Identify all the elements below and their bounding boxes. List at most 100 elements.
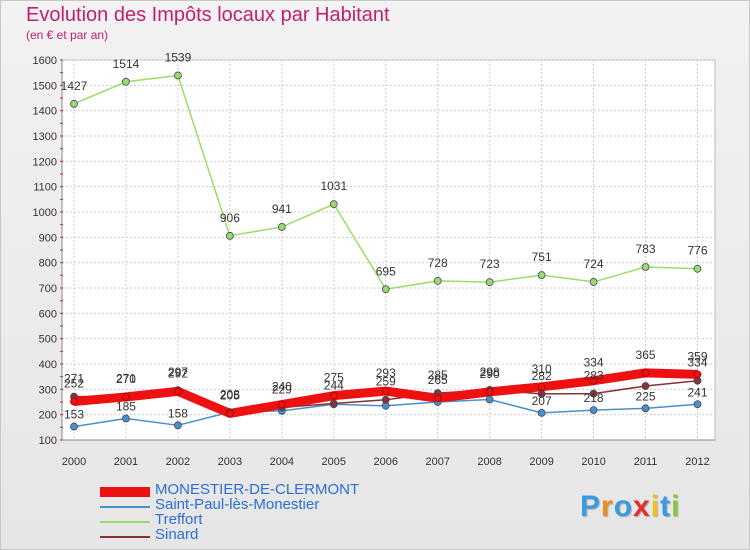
data-label: 1427: [61, 79, 88, 93]
y-tick-label: 1000: [33, 207, 57, 219]
data-label: 751: [532, 250, 552, 264]
y-tick-label: 300: [39, 384, 57, 396]
data-point: [70, 99, 78, 108]
data-label: 906: [220, 211, 240, 225]
y-tick-label: 200: [39, 410, 57, 422]
y-tick-label: 1500: [33, 80, 57, 92]
y-tick-label: 1300: [33, 131, 57, 143]
data-point: [277, 223, 286, 231]
data-label: 208: [220, 388, 240, 402]
legend-label: MONESTIER-DE-CLERMONT: [155, 481, 360, 498]
y-tick-label: 800: [39, 258, 57, 270]
data-label: 205: [220, 388, 240, 402]
y-tick-label: 500: [39, 334, 57, 346]
data-label: 359: [687, 349, 707, 363]
data-point: [537, 271, 546, 279]
data-point: [70, 422, 78, 431]
data-point: [641, 368, 650, 377]
x-tick-label: 2012: [685, 456, 709, 468]
data-point: [122, 393, 130, 401]
logo-letter: P: [580, 490, 602, 523]
data-point: [329, 391, 338, 400]
y-tick-label: 600: [39, 308, 57, 320]
legend-swatch: [100, 536, 150, 538]
y-tick-label: 100: [39, 435, 57, 447]
x-tick-label: 2009: [529, 456, 553, 468]
data-point: [277, 400, 286, 409]
data-point: [589, 406, 598, 415]
data-label: 244: [324, 379, 344, 393]
logo-letter: r: [601, 490, 614, 523]
x-tick-label: 2005: [322, 456, 346, 468]
data-point: [329, 200, 338, 209]
proxiti-logo: Proxiti: [580, 490, 680, 524]
data-label: 218: [584, 391, 604, 405]
data-point: [693, 400, 702, 409]
data-point: [225, 231, 234, 240]
x-tick-label: 2011: [634, 456, 658, 468]
data-point: [381, 285, 390, 294]
data-label: 1539: [165, 50, 192, 64]
logo-letter: t: [660, 490, 672, 523]
logo-letter: i: [650, 490, 661, 523]
x-tick-label: 2001: [114, 456, 138, 468]
x-tick-label: 2006: [374, 456, 398, 468]
data-point: [329, 399, 338, 408]
data-label: 271: [64, 372, 84, 386]
legend-swatch: [100, 487, 150, 497]
data-label: 265: [428, 373, 448, 387]
data-point: [693, 264, 702, 273]
data-point: [641, 404, 650, 413]
data-label: 724: [584, 257, 604, 271]
data-label: 941: [272, 202, 292, 216]
data-point: [693, 370, 702, 379]
legend-label: Treffort: [155, 511, 203, 528]
data-label: 225: [636, 389, 656, 403]
data-label: 298: [480, 365, 500, 379]
data-point: [174, 387, 182, 396]
data-label: 310: [532, 362, 552, 376]
logo-letter: i: [671, 490, 681, 523]
data-point: [174, 71, 182, 80]
y-tick-label: 1200: [33, 156, 57, 168]
data-point: [589, 278, 598, 286]
data-label: 334: [584, 356, 604, 370]
y-tick-label: 400: [39, 359, 57, 371]
data-label: 229: [272, 382, 292, 396]
data-label: 297: [168, 365, 188, 379]
data-label: 1031: [320, 179, 347, 193]
x-tick-label: 2010: [581, 456, 605, 468]
data-label: 158: [168, 406, 188, 420]
chart-subtitle: (en € et par an): [26, 28, 109, 42]
legend-swatch: [100, 506, 150, 508]
x-tick-label: 2000: [62, 456, 86, 468]
data-point: [174, 421, 182, 430]
data-point: [433, 277, 442, 285]
y-tick-label: 1100: [33, 182, 57, 194]
x-tick-label: 2002: [166, 456, 190, 468]
data-label: 271: [116, 372, 136, 386]
data-point: [485, 395, 494, 404]
data-label: 207: [532, 394, 552, 408]
data-label: 292: [168, 366, 188, 380]
data-point: [122, 77, 130, 86]
data-label: 695: [376, 264, 396, 278]
data-label: 776: [687, 244, 707, 258]
chart-title: Evolution des Impôts locaux par Habitant: [26, 4, 390, 26]
data-label: 365: [636, 348, 656, 362]
legend-swatch: [100, 521, 150, 523]
data-point: [589, 389, 598, 398]
y-tick-label: 1600: [33, 55, 57, 67]
data-point: [225, 409, 234, 418]
data-label: 252: [64, 376, 84, 390]
data-point: [641, 382, 650, 390]
data-label: 153: [64, 408, 84, 422]
logo-letter: o: [613, 490, 634, 523]
data-label: 270: [116, 372, 136, 386]
legend-label: Sinard: [155, 526, 199, 543]
x-tick-label: 2003: [218, 456, 242, 468]
data-label: 275: [324, 371, 344, 385]
data-label: 334: [687, 356, 707, 370]
legend-label: Saint-Paul-lès-Monestier: [155, 496, 320, 513]
data-label: 783: [636, 242, 656, 256]
